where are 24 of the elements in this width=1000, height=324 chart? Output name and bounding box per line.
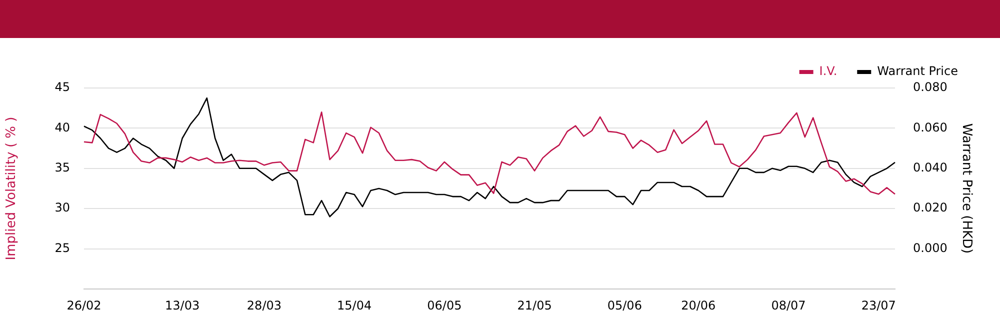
y-tick-label: 45 (54, 80, 70, 94)
y2-tick-label: 0.020 (913, 200, 948, 215)
x-tick-label: 13/03 (165, 298, 200, 312)
y2-tick-label: 0.080 (913, 80, 948, 94)
x-tick-label: 08/07 (771, 298, 806, 312)
x-tick-label: 26/02 (66, 298, 102, 312)
y-axis-title: Implied Volatility ( % ) (4, 116, 20, 260)
y2-tick-label: 0.060 (913, 120, 948, 134)
y-tick-label: 30 (54, 200, 70, 215)
x-tick-label: 15/04 (337, 298, 372, 312)
x-tick-label: 28/03 (246, 298, 282, 312)
legend-label: I.V. (819, 64, 838, 78)
y2-tick-label: 0.000 (913, 240, 948, 255)
x-tick-label: 21/05 (517, 298, 552, 312)
y-tick-label: 40 (54, 120, 70, 134)
y2-tick-label: 0.040 (913, 160, 948, 175)
y-tick-label: 35 (54, 160, 70, 175)
x-tick-label: 05/06 (607, 298, 642, 312)
legend-label: Warrant Price (877, 64, 958, 78)
y-tick-label: 25 (54, 240, 70, 255)
x-tick-label: 06/05 (427, 298, 462, 312)
x-tick-label: 20/06 (681, 298, 716, 312)
y2-axis-title: Warrant Price (HKD) (958, 123, 974, 254)
x-tick-label: 23/07 (861, 298, 896, 312)
